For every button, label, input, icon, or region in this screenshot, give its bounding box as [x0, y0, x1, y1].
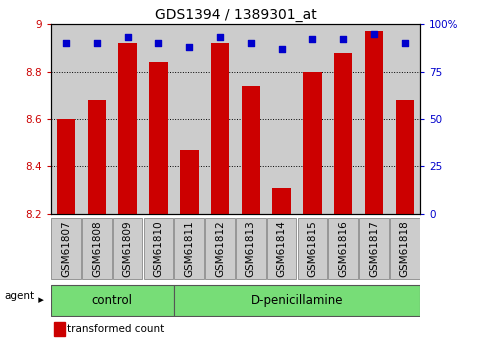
Text: control: control — [92, 294, 133, 307]
Text: transformed count: transformed count — [67, 324, 165, 334]
FancyBboxPatch shape — [298, 218, 327, 279]
Bar — [242, 86, 260, 214]
Point — [155, 40, 162, 46]
Text: GSM61813: GSM61813 — [246, 220, 256, 277]
Text: GSM61810: GSM61810 — [154, 220, 163, 277]
Point — [185, 44, 193, 50]
Text: D-penicillamine: D-penicillamine — [251, 294, 343, 307]
Bar — [211, 43, 229, 214]
Bar — [236, 24, 266, 214]
Bar — [396, 100, 414, 214]
Point — [309, 37, 316, 42]
Bar — [143, 24, 174, 214]
Point — [247, 40, 255, 46]
FancyBboxPatch shape — [82, 218, 112, 279]
FancyBboxPatch shape — [51, 218, 81, 279]
Text: GSM61817: GSM61817 — [369, 220, 379, 277]
FancyBboxPatch shape — [236, 218, 266, 279]
Bar — [82, 24, 112, 214]
Title: GDS1394 / 1389301_at: GDS1394 / 1389301_at — [155, 8, 316, 22]
Bar — [266, 24, 297, 214]
Text: GSM61816: GSM61816 — [338, 220, 348, 277]
Text: GSM61812: GSM61812 — [215, 220, 225, 277]
Text: GSM61811: GSM61811 — [185, 220, 194, 277]
Bar — [272, 188, 291, 214]
Point — [278, 46, 285, 51]
FancyBboxPatch shape — [174, 285, 420, 316]
FancyBboxPatch shape — [390, 218, 420, 279]
Text: agent: agent — [4, 291, 34, 301]
Bar — [389, 24, 420, 214]
Text: GSM61807: GSM61807 — [61, 220, 71, 277]
FancyBboxPatch shape — [359, 218, 389, 279]
Text: GSM61818: GSM61818 — [400, 220, 410, 277]
FancyBboxPatch shape — [328, 218, 358, 279]
Text: GSM61808: GSM61808 — [92, 220, 102, 277]
Bar — [334, 52, 353, 214]
Point — [216, 34, 224, 40]
Text: GSM61814: GSM61814 — [277, 220, 286, 277]
Bar — [358, 24, 389, 214]
Bar — [57, 119, 75, 214]
FancyBboxPatch shape — [205, 218, 235, 279]
Point — [401, 40, 409, 46]
FancyBboxPatch shape — [113, 218, 142, 279]
FancyBboxPatch shape — [51, 285, 174, 316]
Bar — [118, 43, 137, 214]
Bar — [205, 24, 236, 214]
Bar — [51, 24, 82, 214]
Point — [370, 31, 378, 36]
Point — [340, 37, 347, 42]
Bar — [328, 24, 358, 214]
FancyBboxPatch shape — [144, 218, 173, 279]
FancyBboxPatch shape — [267, 218, 297, 279]
Bar — [174, 24, 205, 214]
Bar — [180, 150, 199, 214]
Bar — [303, 71, 322, 214]
Bar — [88, 100, 106, 214]
FancyBboxPatch shape — [174, 218, 204, 279]
Bar — [55, 322, 65, 336]
Bar — [297, 24, 328, 214]
Bar — [365, 31, 384, 214]
Bar — [149, 62, 168, 214]
Point — [93, 40, 101, 46]
Text: GSM61809: GSM61809 — [123, 220, 133, 277]
Point — [62, 40, 70, 46]
Bar — [112, 24, 143, 214]
Text: GSM61815: GSM61815 — [308, 220, 317, 277]
Point — [124, 34, 131, 40]
